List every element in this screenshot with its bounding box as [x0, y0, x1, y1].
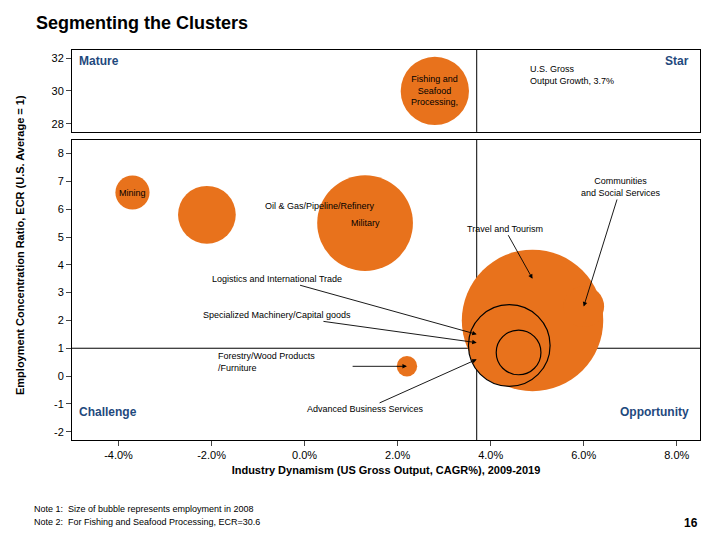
- svg-text:0: 0: [58, 370, 64, 382]
- svg-text:-1: -1: [54, 398, 64, 410]
- svg-text:28: 28: [52, 118, 64, 130]
- svg-text:2: 2: [58, 314, 64, 326]
- svg-text:Oil & Gas/Pipeline/Refinery: Oil & Gas/Pipeline/Refinery: [265, 201, 375, 211]
- svg-text:U.S. GrossOutput Growth, 3.7%: U.S. GrossOutput Growth, 3.7%: [530, 64, 614, 86]
- svg-text:Segmenting the Clusters: Segmenting the Clusters: [36, 13, 248, 33]
- svg-text:Logistics and International Tr: Logistics and International Trade: [212, 274, 342, 284]
- svg-text:Advanced Business Services: Advanced Business Services: [307, 404, 424, 414]
- svg-text:-4.0%: -4.0%: [104, 449, 133, 461]
- svg-text:Specialized Machinery/Capital: Specialized Machinery/Capital goods: [203, 310, 351, 320]
- svg-text:4: 4: [58, 259, 64, 271]
- svg-text:4.0%: 4.0%: [478, 449, 503, 461]
- svg-text:Mining: Mining: [119, 188, 146, 198]
- svg-text:Mature: Mature: [79, 54, 119, 68]
- svg-text:6.0%: 6.0%: [571, 449, 596, 461]
- svg-text:Travel and Tourism: Travel and Tourism: [467, 224, 543, 234]
- svg-text:Forestry/Wood Products/Furnitu: Forestry/Wood Products/Furniture: [218, 351, 315, 373]
- svg-text:8.0%: 8.0%: [664, 449, 689, 461]
- svg-text:Note 2: For Fishing and Seafo: Note 2: For Fishing and Seafood Processi…: [34, 517, 260, 527]
- svg-text:0.0%: 0.0%: [292, 449, 317, 461]
- svg-text:5: 5: [58, 231, 64, 243]
- svg-text:8: 8: [58, 147, 64, 159]
- svg-text:2.0%: 2.0%: [385, 449, 410, 461]
- svg-text:-2.0%: -2.0%: [197, 449, 226, 461]
- svg-text:Military: Military: [351, 218, 380, 228]
- svg-text:30: 30: [52, 85, 64, 97]
- svg-text:6: 6: [58, 203, 64, 215]
- svg-text:Opportunity: Opportunity: [620, 405, 689, 419]
- svg-text:Employment Concentration Ratio: Employment Concentration Ratio, ECR (U.S…: [14, 95, 26, 395]
- svg-text:Industry Dynamism (US Gross Ou: Industry Dynamism (US Gross Output, CAGR…: [232, 464, 541, 476]
- svg-text:32: 32: [52, 52, 64, 64]
- svg-text:Note 1: Size of bubble repres: Note 1: Size of bubble represents employ…: [34, 504, 254, 514]
- svg-text:Star: Star: [665, 54, 689, 68]
- svg-text:-2: -2: [54, 426, 64, 438]
- svg-text:Fishing andSeafoodProcessing,: Fishing andSeafoodProcessing,: [411, 74, 458, 107]
- svg-text:7: 7: [58, 175, 64, 187]
- svg-text:3: 3: [58, 286, 64, 298]
- svg-text:1: 1: [58, 342, 64, 354]
- svg-text:Challenge: Challenge: [79, 405, 137, 419]
- svg-text:16: 16: [684, 516, 698, 530]
- svg-text:Communitiesand Social Services: Communitiesand Social Services: [581, 176, 661, 198]
